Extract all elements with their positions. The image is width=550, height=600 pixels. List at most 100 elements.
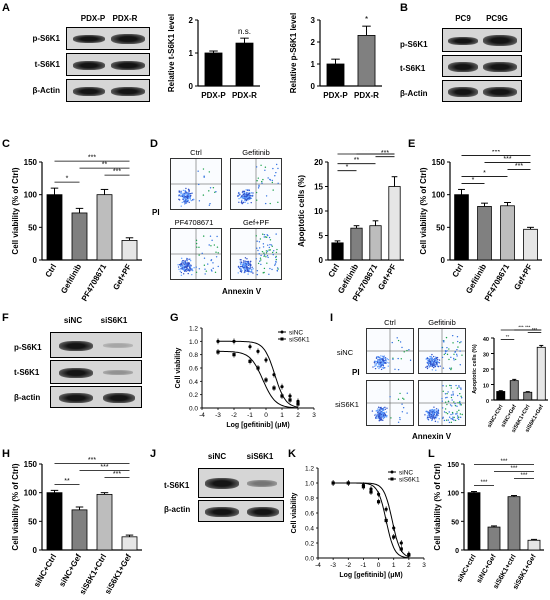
event-dot	[182, 266, 184, 268]
y-tick-label: 0.4	[189, 379, 198, 386]
event-dot	[433, 409, 436, 412]
significance-label: ***	[113, 169, 121, 176]
flow-xlabel: Annexin V	[222, 287, 262, 296]
blot-row-label: p-S6K1	[14, 343, 42, 352]
event-dot	[382, 413, 384, 415]
event-dot	[380, 355, 382, 357]
event-dot	[185, 187, 187, 190]
event-dot	[190, 269, 192, 271]
event-dot	[458, 386, 460, 388]
event-dot	[188, 192, 190, 194]
event-dot	[251, 195, 254, 197]
bar	[523, 391, 533, 401]
event-dot	[240, 268, 242, 271]
event-dot	[277, 167, 279, 170]
event-dot	[183, 203, 186, 205]
y-tick-label: 0	[319, 256, 324, 265]
blot-strip	[198, 500, 284, 522]
significance-label: ***	[525, 325, 531, 330]
panel-label-i: I	[330, 312, 334, 324]
event-dot	[247, 202, 249, 205]
event-dot	[430, 415, 433, 418]
flow-plot-title: Ctrl	[190, 148, 202, 157]
event-dot	[238, 201, 240, 203]
event-dot	[245, 192, 247, 194]
event-dot	[452, 391, 454, 393]
bar	[357, 34, 376, 87]
event-dot	[376, 417, 378, 420]
event-dot	[389, 396, 391, 398]
event-dot	[377, 416, 380, 418]
event-dot	[259, 257, 262, 259]
event-dot	[381, 415, 383, 417]
event-dot	[272, 253, 274, 256]
event-dot	[237, 272, 239, 274]
event-dot	[408, 349, 410, 351]
event-dot	[189, 265, 192, 268]
x-tick-label: PDX-P	[201, 91, 226, 100]
event-dot	[382, 365, 385, 367]
significance-label: ***	[88, 457, 96, 464]
legend-label: siNC	[399, 470, 413, 477]
x-axis-label: Log [gefitinib] (μM)	[339, 572, 402, 579]
event-dot	[379, 364, 382, 366]
event-dot	[432, 415, 434, 417]
event-dot	[396, 337, 398, 339]
event-dot	[455, 384, 457, 387]
event-dot	[238, 197, 240, 200]
event-dot	[201, 252, 203, 255]
event-dot	[257, 187, 260, 189]
event-dot	[450, 384, 452, 387]
event-dot	[203, 175, 205, 177]
x-tick-label: -2	[231, 412, 237, 419]
bar	[96, 493, 113, 551]
event-dot	[434, 415, 437, 418]
event-dot	[246, 260, 248, 263]
legend-marker	[280, 337, 284, 341]
western-blot-f: siNC siS6K1 p-S6K1 t-S6K1 β-actin	[0, 310, 160, 420]
event-dot	[452, 393, 454, 395]
event-dot	[433, 410, 436, 413]
blot-strip	[66, 27, 150, 50]
flow-scatter	[171, 229, 221, 279]
blot-row-label: β-actin	[164, 505, 191, 514]
bar	[204, 52, 223, 87]
event-dot	[250, 260, 252, 263]
event-dot	[458, 385, 460, 387]
event-dot	[184, 197, 187, 199]
event-dot	[182, 194, 184, 196]
bar	[536, 346, 546, 401]
event-dot	[186, 195, 189, 197]
event-dot	[244, 257, 247, 259]
event-dot	[428, 416, 430, 418]
event-dot	[180, 205, 182, 207]
event-dot	[451, 334, 454, 337]
event-dot	[267, 244, 269, 246]
event-dot	[215, 256, 218, 258]
event-dot	[257, 249, 259, 252]
event-dot	[260, 259, 262, 261]
event-dot	[386, 361, 388, 364]
event-dot	[406, 392, 409, 394]
y-axis-label: Cell viability (% of Ctrl)	[11, 167, 20, 254]
event-dot	[397, 357, 399, 360]
event-dot	[217, 265, 219, 268]
event-dot	[376, 361, 379, 364]
blot-row-label: p-S6K1	[32, 34, 60, 43]
event-dot	[267, 177, 269, 179]
event-dot	[183, 261, 185, 264]
event-dot	[256, 199, 258, 201]
event-dot	[268, 236, 271, 239]
legend-label: siS6K1	[289, 337, 310, 344]
event-dot	[269, 178, 271, 181]
event-dot	[243, 261, 245, 264]
event-dot	[237, 194, 239, 197]
event-dot	[210, 269, 213, 271]
significance-label: ***	[371, 150, 379, 155]
chart-a-p-s6k1: 0 1 2 3 Relative p-S6K1 level PDX-P PDX-R *	[289, 13, 382, 100]
event-dot	[435, 358, 438, 360]
event-dot	[181, 268, 183, 270]
significance-label: **	[354, 157, 360, 164]
event-dot	[397, 421, 400, 423]
fit-curve	[333, 482, 409, 559]
